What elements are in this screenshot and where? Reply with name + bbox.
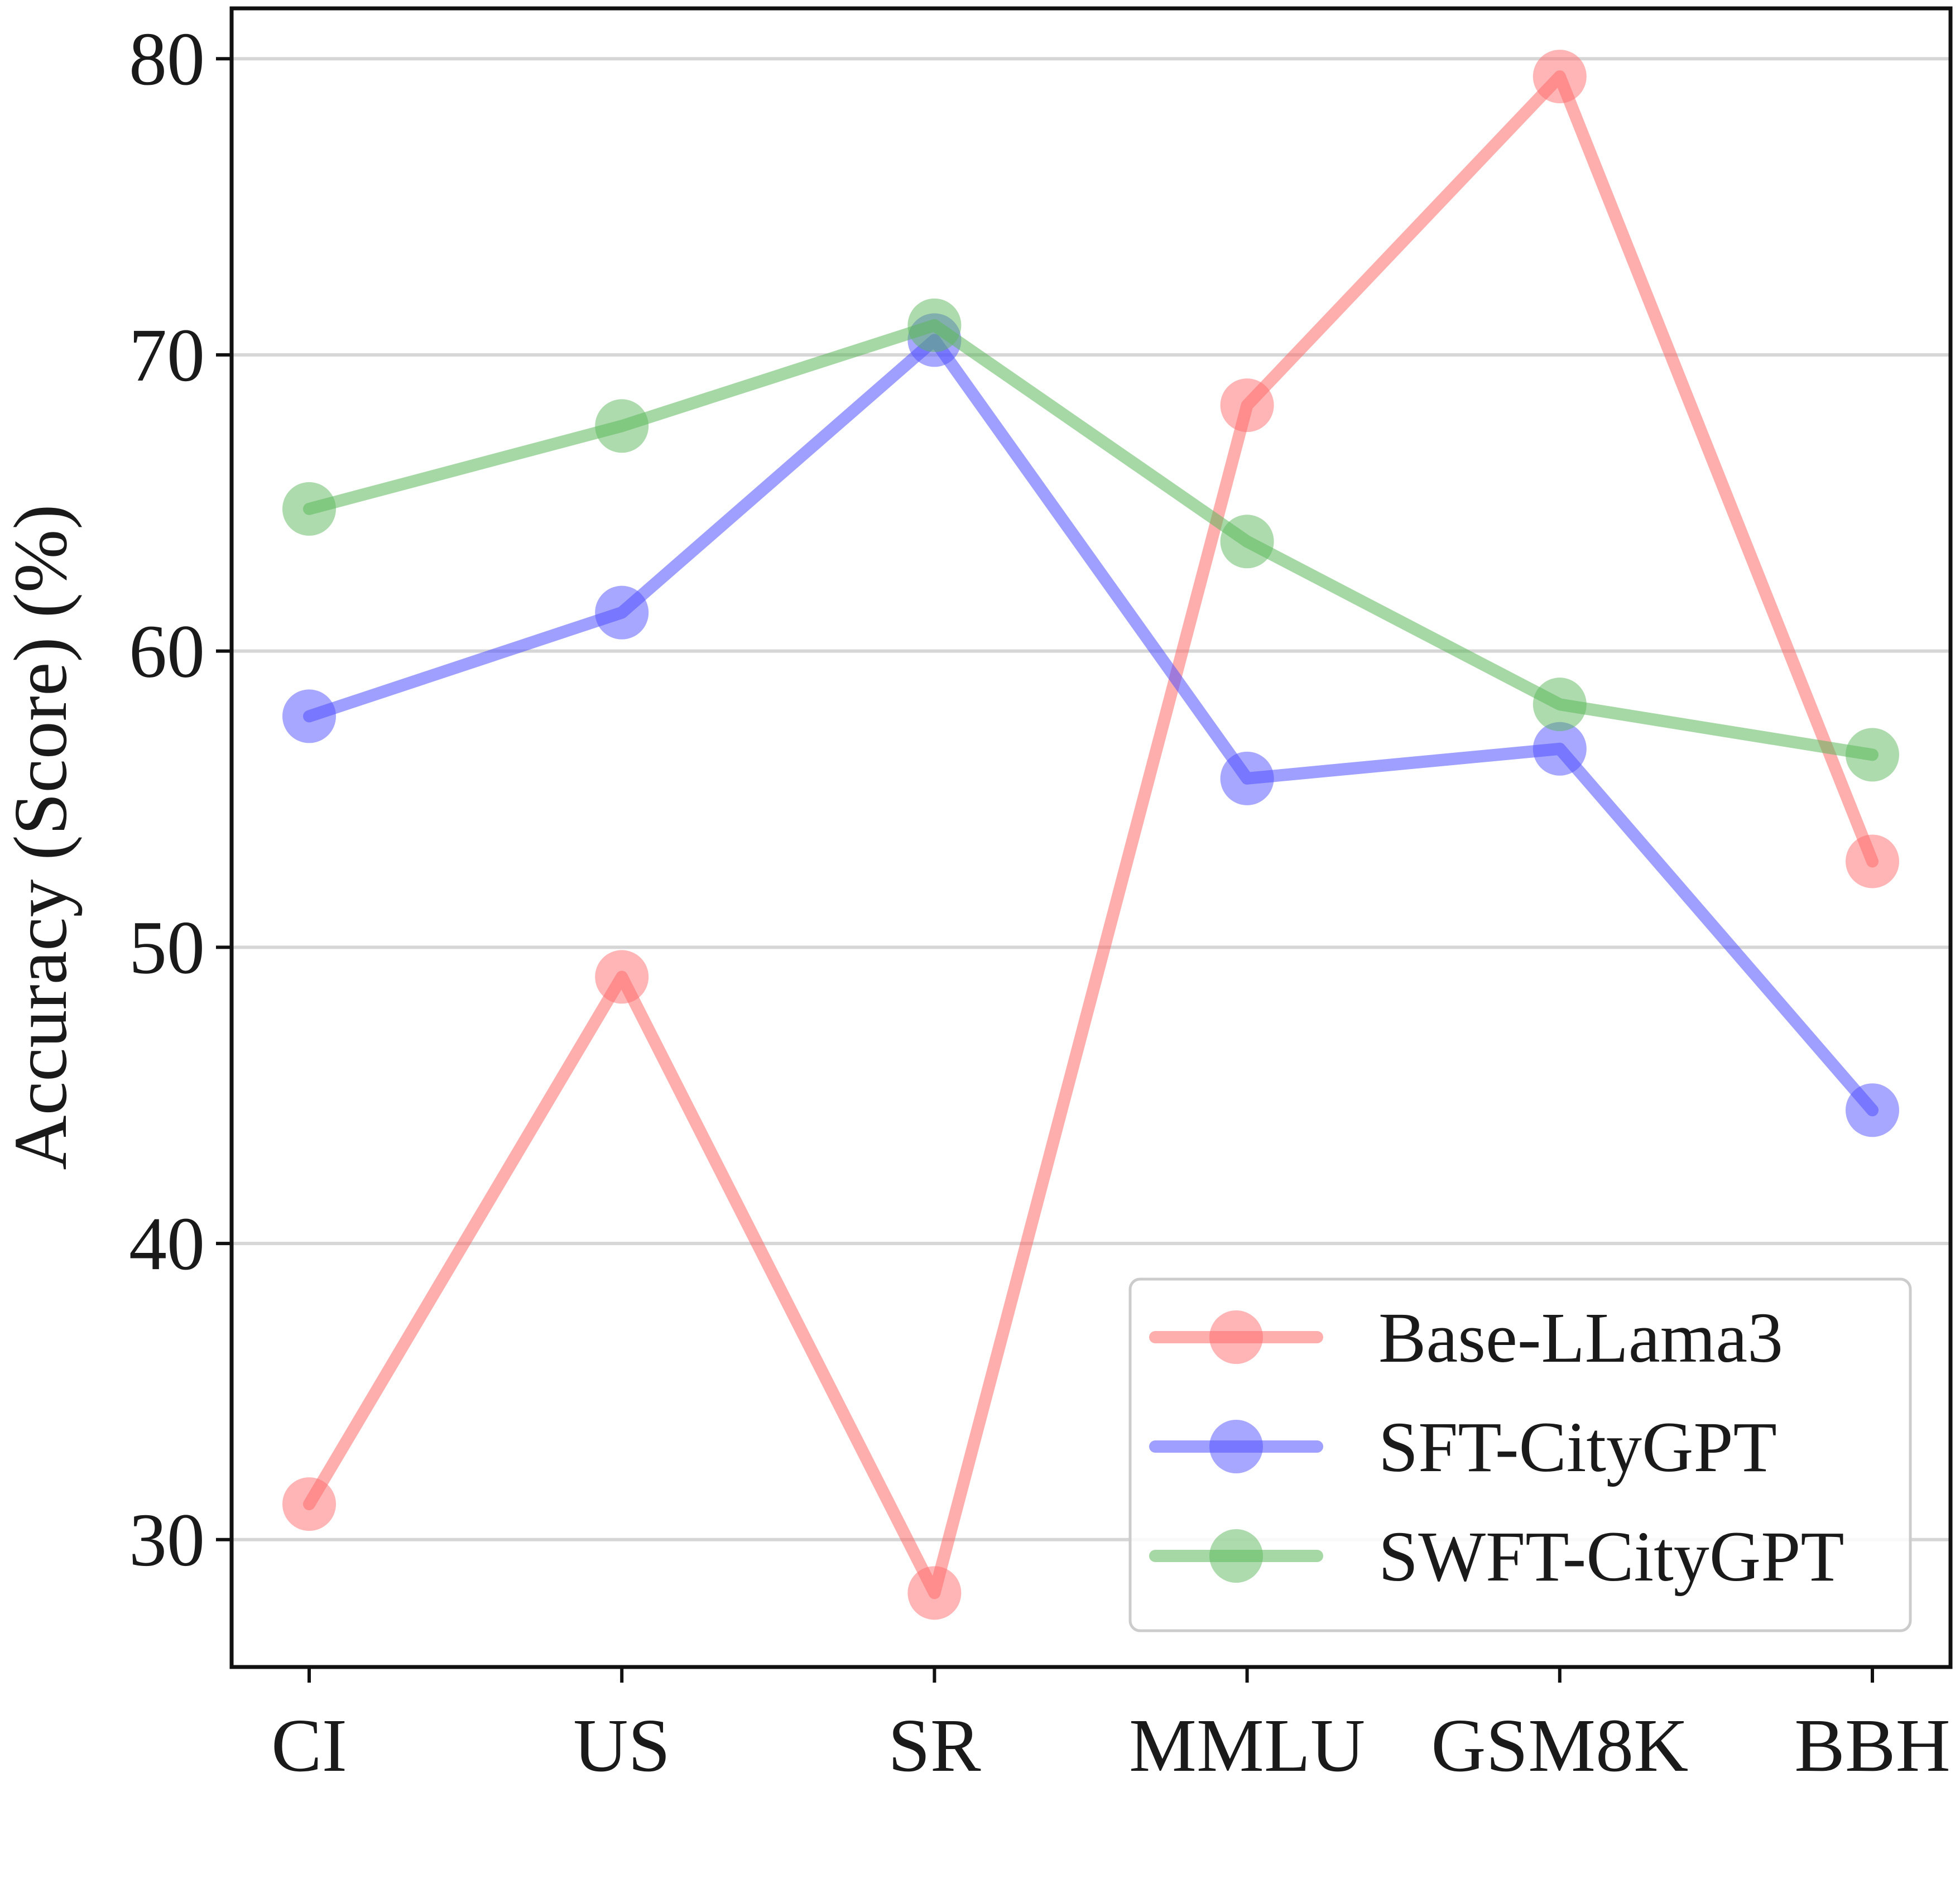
legend-marker-base-llama3	[1209, 1310, 1263, 1364]
data-point-base-llama3	[907, 1566, 962, 1620]
x-tick-label: SR	[888, 1704, 981, 1788]
y-axis: 30 40 50 60 70 80	[129, 17, 232, 1582]
series-line-sft-citygpt	[303, 334, 1879, 1117]
plot-frame	[229, 6, 1953, 1669]
y-axis-title: Accuracy (Score) (%)	[0, 504, 83, 1170]
legend-label-sft-citygpt: SFT-CityGPT	[1378, 1407, 1777, 1487]
x-tick-label: GSM8K	[1431, 1704, 1688, 1788]
legend: Base-LLama3 SFT-CityGPT SWFT-CityGPT	[1128, 1277, 1912, 1632]
data-point-base-llama3	[1220, 378, 1274, 433]
x-axis: CI US SR MMLU GSM8K BBH	[271, 1667, 1951, 1788]
data-point-base-llama3	[1533, 50, 1587, 104]
data-point-sft-citygpt	[1846, 1083, 1899, 1137]
data-point-swft-citygpt	[907, 298, 962, 352]
data-point-base-llama3	[282, 1477, 336, 1531]
data-point-swft-citygpt	[595, 399, 649, 453]
series-line-base-llama3	[303, 70, 1879, 1599]
legend-marker-swft-citygpt	[1209, 1529, 1263, 1583]
legend-marker-sft-citygpt	[1209, 1420, 1263, 1473]
x-tick-label: MMLU	[1129, 1704, 1365, 1788]
x-tick-label: US	[573, 1704, 670, 1788]
data-point-sft-citygpt	[1220, 751, 1274, 805]
series-layer	[282, 50, 1899, 1620]
data-point-swft-citygpt	[1220, 515, 1274, 569]
data-point-sft-citygpt	[282, 689, 336, 743]
legend-label-swft-citygpt: SWFT-CityGPT	[1378, 1517, 1844, 1596]
y-tick-label: 70	[129, 314, 205, 397]
y-tick-label: 80	[129, 17, 205, 101]
legend-label-base-llama3: Base-LLama3	[1378, 1298, 1783, 1377]
y-tick-label: 50	[129, 906, 205, 989]
y-tick-label: 30	[129, 1498, 205, 1582]
series-line-swft-citygpt	[303, 319, 1879, 761]
data-point-swft-citygpt	[1846, 728, 1899, 782]
y-tick-label: 60	[129, 610, 205, 694]
data-point-base-llama3	[595, 950, 649, 1004]
data-point-swft-citygpt	[282, 482, 336, 536]
y-tick-label: 40	[129, 1202, 205, 1286]
data-point-swft-citygpt	[1533, 678, 1587, 732]
x-tick-label: BBH	[1794, 1704, 1951, 1788]
legend-frame	[1128, 1277, 1912, 1632]
data-point-base-llama3	[1846, 834, 1899, 888]
x-tick-label: CI	[271, 1704, 347, 1788]
data-point-sft-citygpt	[595, 585, 649, 640]
data-point-sft-citygpt	[1533, 722, 1587, 776]
